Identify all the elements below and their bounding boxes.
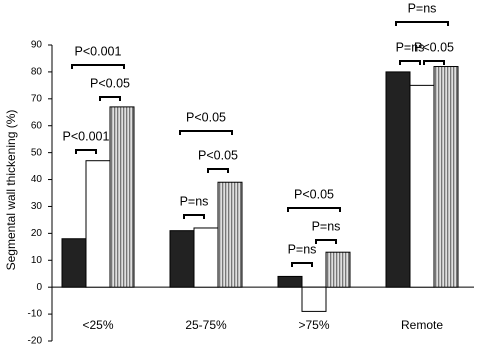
significance-bracket (75, 149, 97, 154)
y-tick-label: 90 (31, 40, 43, 51)
bar (409, 84, 435, 288)
significance-bracket (179, 130, 233, 135)
y-tick-label: 20 (31, 228, 43, 239)
significance-label: P<0.05 (90, 76, 130, 90)
y-tick-label: 80 (31, 67, 43, 78)
y-tick-label: 60 (31, 120, 43, 131)
significance-bracket (291, 262, 313, 267)
x-tick-label: <25% (82, 318, 113, 332)
significance-label: P<0.001 (63, 129, 110, 143)
y-axis-label: Segmental wall thickening (%) (4, 110, 18, 271)
significance-bracket (315, 239, 337, 244)
x-tick-label: Remote (401, 318, 443, 332)
significance-bracket (99, 96, 121, 101)
bar (217, 181, 243, 288)
bar (85, 160, 111, 288)
significance-label: P<0.001 (75, 44, 122, 58)
y-tick-label: -10 (28, 309, 43, 320)
bar (169, 230, 195, 288)
significance-label: P=ns (288, 242, 317, 256)
y-tick-label: 30 (31, 201, 43, 212)
y-tick-label: 10 (31, 255, 43, 266)
significance-label: P<0.05 (186, 110, 226, 124)
significance-bracket (399, 60, 421, 65)
bar (385, 71, 411, 288)
significance-bracket (287, 207, 341, 212)
y-tick-label: -20 (28, 336, 43, 347)
significance-bracket (423, 60, 445, 65)
y-tick-label: 50 (31, 147, 43, 158)
y-tick-label: 70 (31, 93, 43, 104)
y-tick-label: 0 (36, 282, 42, 293)
bar (433, 66, 459, 288)
bar (301, 286, 327, 312)
significance-label: P<0.05 (414, 40, 454, 54)
significance-label: P=ns (180, 194, 209, 208)
x-tick-label: >75% (298, 318, 329, 332)
y-tick-label: 40 (31, 174, 43, 185)
bar (325, 251, 351, 288)
bar (61, 238, 87, 288)
x-tick-label: 25-75% (185, 318, 227, 332)
bar (193, 227, 219, 288)
significance-label: P=ns (396, 40, 425, 54)
significance-label: P=ns (312, 219, 341, 233)
bar (277, 275, 303, 288)
significance-label: P<0.05 (198, 148, 238, 162)
significance-bracket (395, 21, 449, 26)
significance-bracket (71, 64, 125, 69)
significance-bracket (207, 168, 229, 173)
significance-label: P<0.05 (294, 187, 334, 201)
bar (109, 106, 135, 288)
significance-label: P=ns (408, 1, 437, 15)
significance-bracket (183, 214, 205, 219)
